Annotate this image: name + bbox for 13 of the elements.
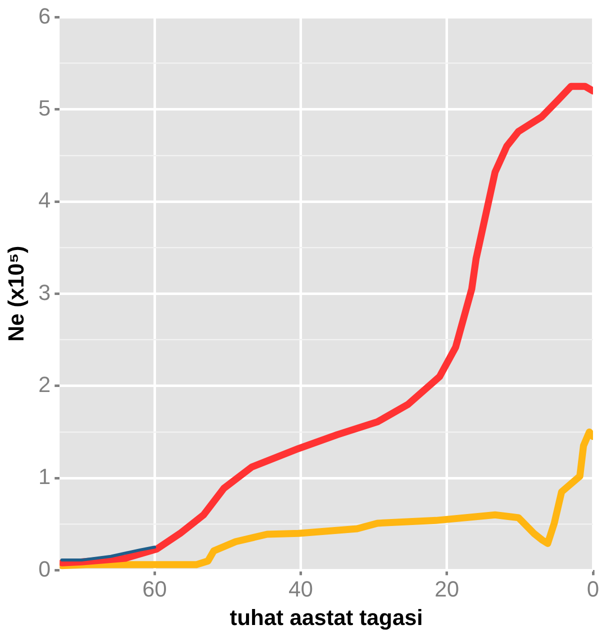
y-axis-title: Ne (x10⁵): [3, 246, 28, 342]
y-tick-label: 6: [38, 3, 51, 28]
x-tick-label: 60: [142, 576, 167, 602]
x-tick-label: 0: [586, 576, 600, 602]
y-tick-label: 3: [38, 280, 51, 305]
y-tick-label: 5: [38, 95, 51, 120]
y-tick-label: 0: [38, 556, 51, 582]
y-tick-label: 1: [38, 464, 51, 490]
y-tick-label: 4: [38, 188, 51, 213]
x-tick-label: 20: [434, 576, 460, 602]
x-axis-title: tuhat aastat tagasi: [230, 604, 423, 630]
x-tick-label: 40: [288, 576, 313, 602]
y-tick-label: 2: [38, 372, 51, 397]
